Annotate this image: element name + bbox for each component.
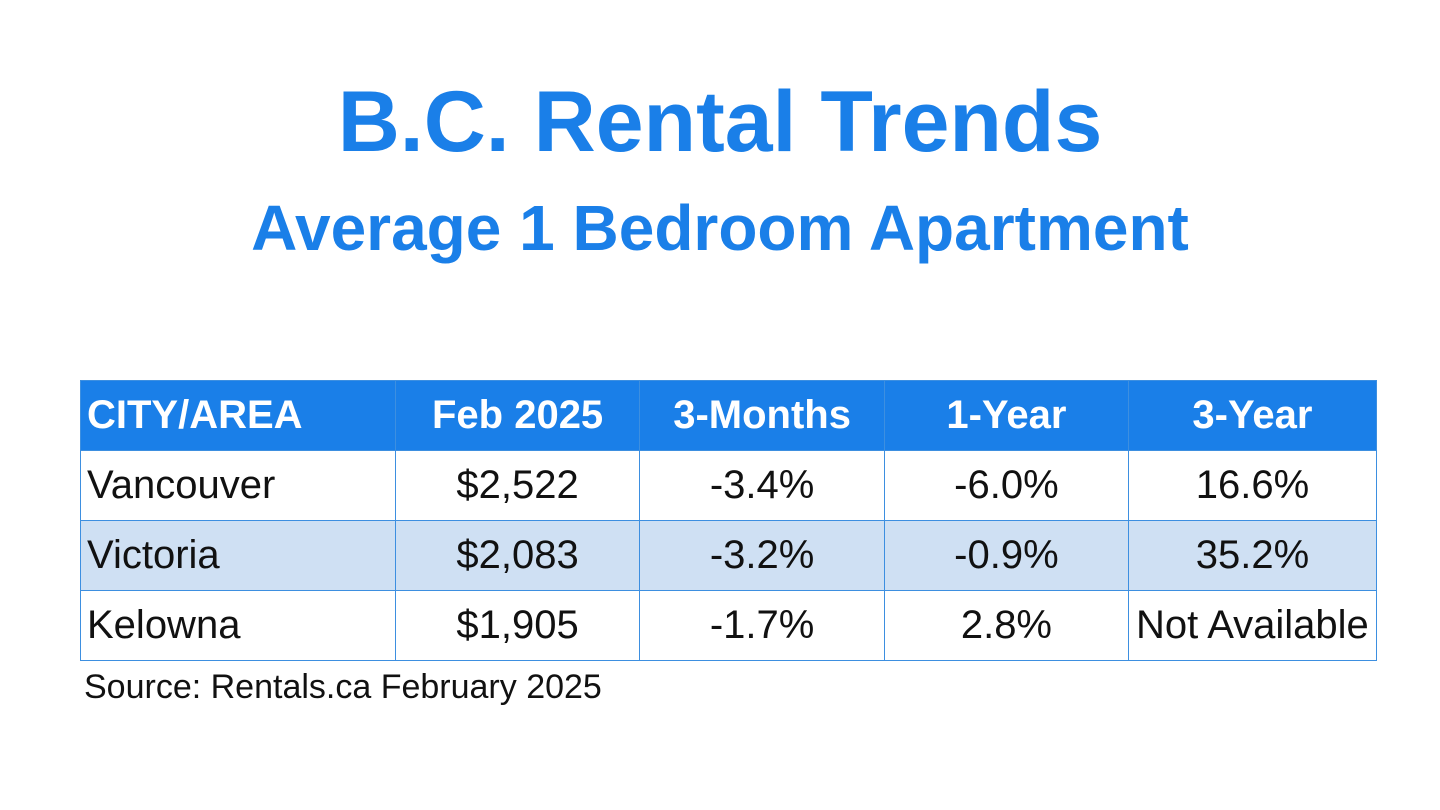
table-cell: 16.6%	[1127, 450, 1378, 521]
column-header: CITY/AREA	[80, 380, 396, 451]
table-cell: -6.0%	[883, 450, 1129, 521]
table-cell: $1,905	[394, 590, 641, 661]
column-header: 1-Year	[883, 380, 1129, 451]
column-header: 3-Months	[639, 380, 885, 451]
source: Source: Rentals.ca February 2025	[84, 668, 602, 706]
table-cell: Not Available	[1127, 590, 1378, 661]
table-cell: Vancouver	[80, 450, 396, 521]
column-header: Feb 2025	[394, 380, 641, 451]
table-cell: -1.7%	[639, 590, 885, 661]
table-cell: $2,522	[394, 450, 641, 521]
table-cell: Victoria	[80, 520, 396, 591]
table-cell: -3.2%	[639, 520, 885, 591]
table-cell: -3.4%	[639, 450, 885, 521]
table-cell: $2,083	[394, 520, 641, 591]
rental-table: CITY/AREA Feb 2025 3-Months 1-Year 3-Year Va…	[80, 380, 1378, 661]
column-header: 3-Year	[1127, 380, 1378, 451]
table-cell: 35.2%	[1127, 520, 1378, 591]
table-row: Kelowna $1,905 -1.7% 2.8% Not Available	[80, 590, 1378, 661]
table-row: Vancouver $2,522 -3.4% -6.0% 16.6%	[80, 450, 1378, 521]
subtitle: Average 1 Bedroom Apartment	[251, 192, 1189, 264]
table-cell: 2.8%	[883, 590, 1129, 661]
table-cell: Kelowna	[80, 590, 396, 661]
table-cell: -0.9%	[883, 520, 1129, 591]
header-row: CITY/AREA Feb 2025 3-Months 1-Year 3-Year	[80, 380, 1378, 451]
table-row: Victoria $2,083 -3.2% -0.9% 35.2%	[80, 520, 1378, 591]
table-body: Vancouver $2,522 -3.4% -6.0% 16.6% Victoria $2…	[80, 450, 1378, 661]
title: B.C. Rental Trends	[337, 74, 1103, 170]
